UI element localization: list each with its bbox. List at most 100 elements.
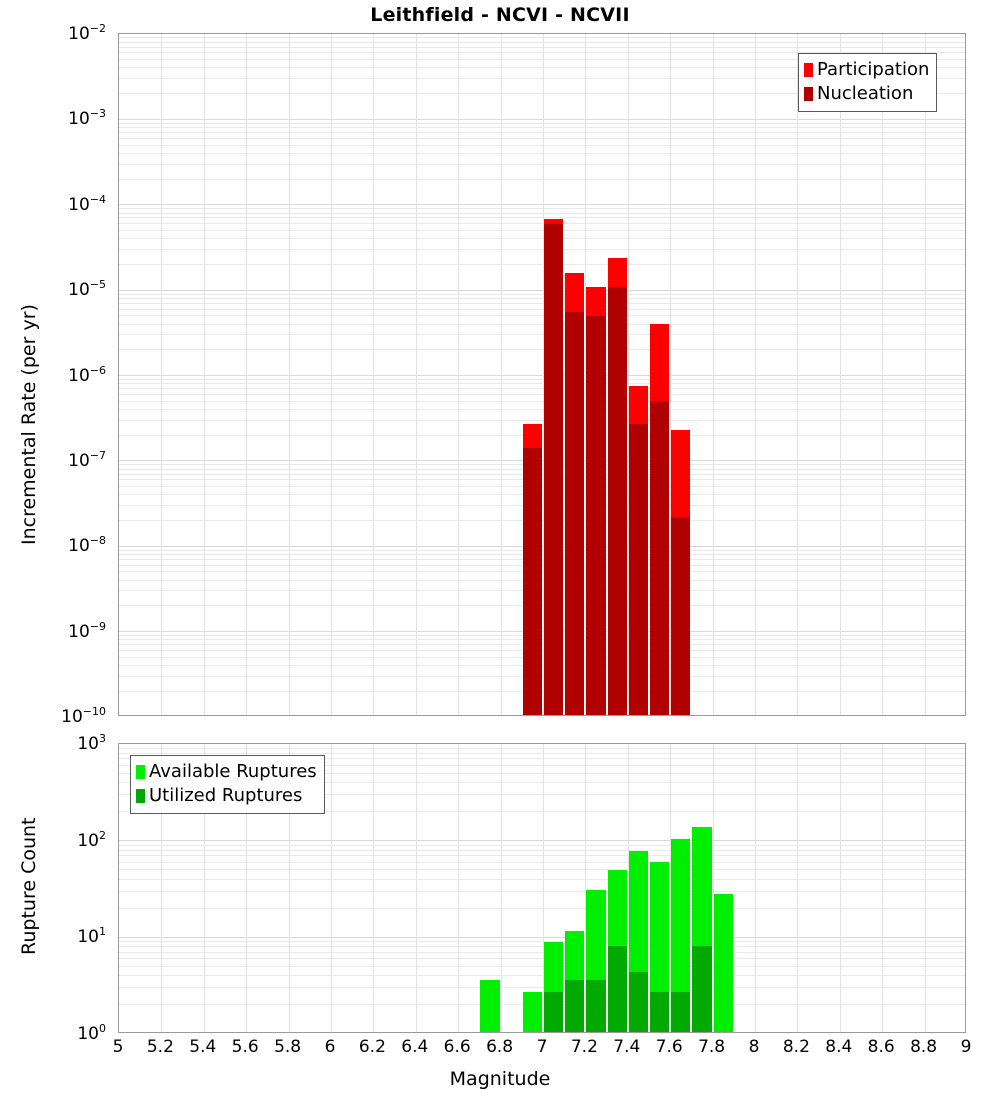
x-tick-label: 5.2 xyxy=(146,1037,174,1057)
gridline xyxy=(119,758,965,760)
y-axis-ticks-bottom: 103 102 101 100 xyxy=(0,732,112,1044)
gridline xyxy=(119,127,965,129)
gridline xyxy=(119,590,965,592)
legend-rupture-count: Available Ruptures Utilized Ruptures xyxy=(130,755,325,814)
gridline xyxy=(119,579,965,581)
gridline-vertical xyxy=(797,744,798,1032)
gridline-vertical xyxy=(882,34,883,715)
gridline xyxy=(119,772,965,774)
gridline xyxy=(119,334,965,336)
gridline xyxy=(119,951,965,953)
gridline xyxy=(119,549,965,551)
bar-available-ruptures xyxy=(544,941,564,1032)
gridline-vertical xyxy=(246,34,247,715)
bar-participation xyxy=(607,257,627,715)
gridline-vertical xyxy=(331,34,332,715)
gridline-vertical xyxy=(797,34,798,715)
gridline xyxy=(119,78,965,80)
gridline xyxy=(119,383,965,385)
gridline xyxy=(119,223,965,225)
bar-available-ruptures xyxy=(628,851,648,1032)
bar-participation xyxy=(544,218,564,715)
gridline xyxy=(119,468,965,470)
gridline-vertical xyxy=(373,34,374,715)
gridline xyxy=(119,554,965,556)
gridline-vertical xyxy=(289,34,290,715)
y-tick-label: 10−5 xyxy=(68,278,106,300)
legend-swatch-icon xyxy=(136,765,145,779)
gridline xyxy=(119,571,965,573)
gridline-vertical xyxy=(373,744,374,1032)
gridline-vertical xyxy=(458,34,459,715)
gridline xyxy=(119,378,965,380)
gridline xyxy=(119,1004,965,1006)
bar-utilized-ruptures xyxy=(586,980,606,1032)
gridline xyxy=(119,987,965,989)
gridline xyxy=(119,520,965,522)
gridline-vertical xyxy=(840,744,841,1032)
gridline xyxy=(119,890,965,892)
y-tick-label: 10−4 xyxy=(68,192,106,215)
gridline xyxy=(119,844,965,846)
gridline xyxy=(119,400,965,402)
gridline xyxy=(119,665,965,667)
bar-utilized-ruptures xyxy=(607,945,627,1032)
gridline xyxy=(119,263,965,265)
gridline xyxy=(119,958,965,960)
gridline xyxy=(119,869,965,871)
gridline xyxy=(119,464,965,466)
gridline-vertical xyxy=(840,34,841,715)
chart-title: Leithfield - NCVI - NCVII xyxy=(370,4,630,26)
bar-nucleation xyxy=(565,312,585,715)
gridline xyxy=(119,675,965,677)
gridline xyxy=(119,656,965,658)
bar-utilized-ruptures xyxy=(671,992,691,1032)
x-tick-label: 9 xyxy=(960,1037,972,1057)
gridline-vertical xyxy=(416,744,417,1032)
gridline xyxy=(119,752,965,754)
bar-available-ruptures xyxy=(565,931,585,1032)
gridline-vertical xyxy=(670,744,671,1032)
gridline xyxy=(119,605,965,607)
gridline xyxy=(119,238,965,240)
bar-available-ruptures xyxy=(692,826,712,1032)
gridline xyxy=(119,635,965,637)
bar-available-ruptures xyxy=(607,869,627,1032)
gridline-vertical xyxy=(501,744,502,1032)
gridline-vertical xyxy=(204,744,205,1032)
gridline xyxy=(119,408,965,410)
gridline xyxy=(119,558,965,560)
y-tick-label: 10−2 xyxy=(68,22,106,44)
gridline-vertical xyxy=(543,34,544,715)
gridline xyxy=(119,855,965,857)
bar-utilized-ruptures xyxy=(692,945,712,1032)
gridline xyxy=(119,811,965,813)
gridline xyxy=(119,137,965,139)
x-axis-label: Magnitude xyxy=(449,1068,551,1090)
x-tick-label: 8 xyxy=(748,1037,760,1057)
bar-nucleation xyxy=(544,223,564,715)
gridline xyxy=(119,631,965,633)
gridline xyxy=(119,375,965,376)
gridline-vertical xyxy=(289,744,290,1032)
legend-swatch-icon xyxy=(136,789,145,803)
bar-nucleation xyxy=(586,315,606,715)
gridline xyxy=(119,965,965,967)
y-tick-label: 10−8 xyxy=(68,534,106,557)
legend-item: Utilized Ruptures xyxy=(136,784,317,808)
bar-participation xyxy=(650,324,670,715)
gridline xyxy=(119,132,965,134)
x-tick-label: 7.2 xyxy=(570,1037,598,1057)
gridline-vertical xyxy=(755,34,756,715)
bar-available-ruptures xyxy=(671,839,691,1032)
gridline xyxy=(119,293,965,295)
bar-nucleation xyxy=(522,448,542,715)
x-tick-label: 7.6 xyxy=(655,1037,683,1057)
gridline xyxy=(119,486,965,488)
bar-nucleation xyxy=(671,517,691,715)
gridline xyxy=(119,794,965,796)
gridline xyxy=(119,505,965,507)
x-tick-label: 8.2 xyxy=(782,1037,810,1057)
x-tick-label: 7 xyxy=(536,1037,548,1057)
